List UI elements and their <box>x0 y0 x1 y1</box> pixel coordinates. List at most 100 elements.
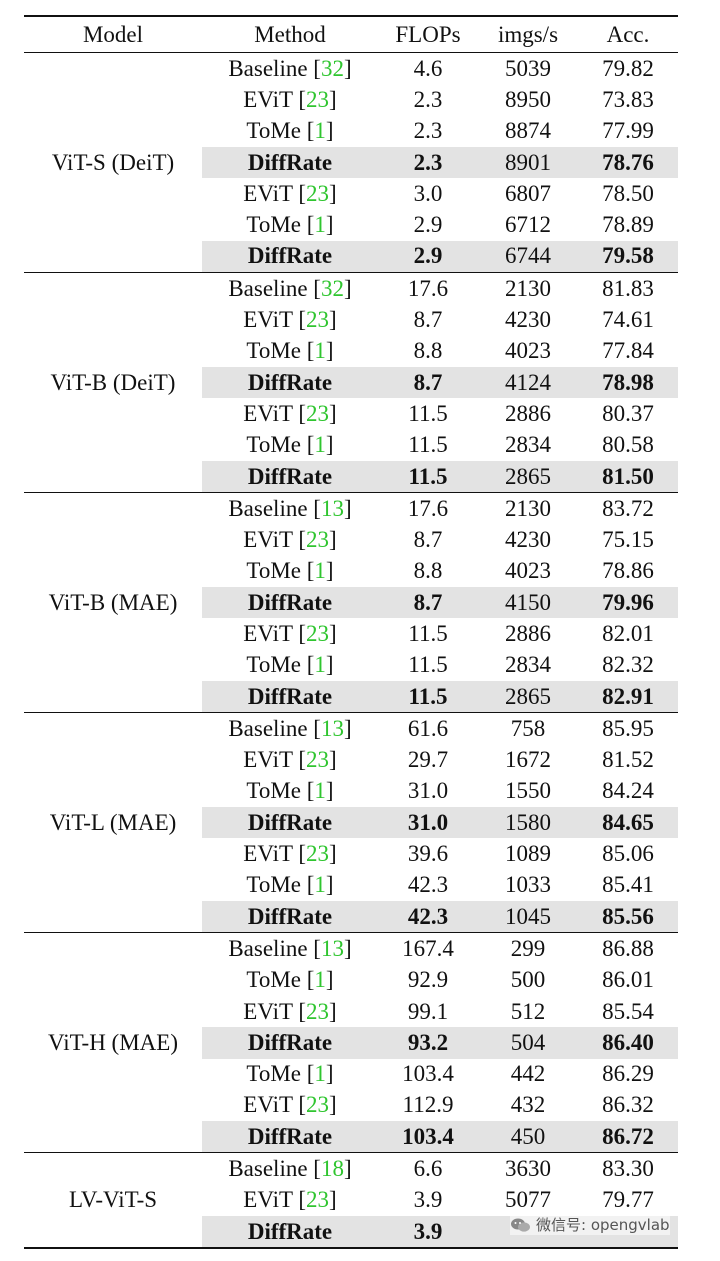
flops-cell: 2.3 <box>413 149 443 175</box>
citation-link[interactable]: 23 <box>306 747 330 773</box>
top-rule <box>24 15 678 17</box>
method-name: DiffRate <box>247 463 333 489</box>
table-row: DiffRate 2.3 8901 78.76 <box>202 146 678 179</box>
method-name: EViT <box>243 400 293 426</box>
table-row: EViT [23] 11.5 2886 82.01 <box>202 618 678 649</box>
accuracy-cell: 78.50 <box>602 180 654 206</box>
flops-cell: 2.3 <box>413 118 443 144</box>
accuracy-cell: 77.99 <box>602 118 654 144</box>
method-cell: ToMe [1] <box>246 967 334 993</box>
citation-link[interactable]: 1 <box>314 118 326 144</box>
group-rule <box>24 1152 678 1154</box>
flops-cell: 3.9 <box>413 1218 443 1244</box>
method-name: ToMe <box>246 967 301 993</box>
table-row: DiffRate 8.7 4150 79.96 <box>202 587 678 619</box>
model-group: ViT-B (DeiT) Baseline [32] 17.6 2130 81.83 EV… <box>24 273 678 493</box>
citation-link[interactable]: 23 <box>306 1187 330 1213</box>
accuracy-cell: 83.30 <box>602 1156 654 1182</box>
flops-cell: 112.9 <box>402 1092 454 1118</box>
imgs-per-sec-cell: 8950 <box>505 86 551 112</box>
citation-link[interactable]: 13 <box>320 935 344 961</box>
flops-cell: 17.6 <box>407 275 449 301</box>
citation-link[interactable]: 1 <box>314 558 326 584</box>
flops-cell: 8.7 <box>413 589 443 615</box>
method-cell: EViT [23] <box>243 180 337 206</box>
table-row: EViT [23] 112.9 432 86.32 <box>202 1090 678 1121</box>
citation-link[interactable]: 23 <box>306 307 330 333</box>
table-row: EViT [23] 3.9 5077 79.77 <box>202 1185 678 1216</box>
citation-link[interactable]: 23 <box>306 1092 330 1118</box>
group-rule <box>24 492 678 494</box>
citation-link[interactable]: 32 <box>320 55 344 81</box>
citation-link[interactable]: 13 <box>320 495 344 521</box>
accuracy-cell: 80.37 <box>602 400 654 426</box>
watermark: 微信号: opengvlab <box>510 1214 670 1235</box>
citation-link[interactable]: 23 <box>306 400 330 426</box>
imgs-per-sec-cell: 2886 <box>505 620 551 646</box>
accuracy-cell: 86.72 <box>602 1123 654 1149</box>
method-cell: Baseline [13] <box>228 935 352 961</box>
imgs-per-sec-cell: 1033 <box>505 872 551 898</box>
flops-cell: 2.3 <box>413 86 443 112</box>
table-row: Baseline [32] 4.6 5039 79.82 <box>202 53 678 84</box>
table-row: ToMe [1] 31.0 1550 84.24 <box>202 776 678 807</box>
flops-cell: 11.5 <box>408 400 448 426</box>
model-group: ViT-L (MAE) Baseline [13] 61.6 758 85.95 EViT… <box>24 713 678 933</box>
method-cell: DiffRate <box>202 810 378 836</box>
citation-link[interactable]: 1 <box>314 778 326 804</box>
method-name: ToMe <box>246 872 301 898</box>
method-cell: EViT [23] <box>243 400 337 426</box>
flops-cell: 6.6 <box>413 1156 443 1182</box>
imgs-per-sec-cell: 2865 <box>505 463 551 489</box>
results-table: Model Method FLOPs imgs/s Acc. ViT-S (De… <box>24 15 678 1250</box>
group-rule <box>24 52 678 53</box>
citation-link[interactable]: 23 <box>306 180 330 206</box>
method-cell: ToMe [1] <box>246 118 334 144</box>
table-row: EViT [23] 39.6 1089 85.06 <box>202 838 678 869</box>
accuracy-cell: 78.76 <box>602 149 654 175</box>
flops-cell: 8.8 <box>413 558 443 584</box>
flops-cell: 4.6 <box>413 55 443 81</box>
flops-cell: 42.3 <box>407 903 449 929</box>
citation-link[interactable]: 1 <box>314 432 326 458</box>
table-row: ToMe [1] 11.5 2834 80.58 <box>202 430 678 461</box>
citation-link[interactable]: 23 <box>306 527 330 553</box>
table-row: EViT [23] 2.3 8950 73.83 <box>202 84 678 115</box>
citation-link[interactable]: 23 <box>306 620 330 646</box>
citation-link[interactable]: 23 <box>306 998 330 1024</box>
citation-link[interactable]: 1 <box>314 338 326 364</box>
imgs-per-sec-cell: 4230 <box>505 527 551 553</box>
citation-link[interactable]: 23 <box>306 86 330 112</box>
method-name: Baseline <box>228 935 308 961</box>
accuracy-cell: 84.65 <box>602 809 654 835</box>
citation-link[interactable]: 13 <box>320 715 344 741</box>
accuracy-cell: 79.82 <box>602 55 654 81</box>
method-name: Baseline <box>228 1156 308 1182</box>
citation-link[interactable]: 1 <box>314 967 326 993</box>
citation-link[interactable]: 23 <box>306 841 330 867</box>
flops-cell: 8.7 <box>413 369 443 395</box>
accuracy-cell: 81.52 <box>602 747 654 773</box>
accuracy-cell: 81.83 <box>602 275 654 301</box>
table-row: ToMe [1] 92.9 500 86.01 <box>202 965 678 996</box>
accuracy-cell: 86.01 <box>602 967 654 993</box>
citation-link[interactable]: 18 <box>320 1156 344 1182</box>
citation-link[interactable]: 1 <box>314 1061 326 1087</box>
header-accuracy: Acc. <box>606 21 650 47</box>
flops-cell: 11.5 <box>408 432 448 458</box>
method-cell: DiffRate <box>202 1219 378 1245</box>
method-cell: DiffRate <box>202 1124 378 1150</box>
table-row: ToMe [1] 2.3 8874 77.99 <box>202 116 678 147</box>
method-name: DiffRate <box>247 1218 333 1244</box>
citation-link[interactable]: 1 <box>314 652 326 678</box>
flops-cell: 11.5 <box>408 683 448 709</box>
model-name: ViT-S (DeiT) <box>51 149 175 175</box>
method-name: DiffRate <box>247 1029 333 1055</box>
citation-link[interactable]: 32 <box>320 275 344 301</box>
header-method: Method <box>254 21 326 47</box>
citation-link[interactable]: 1 <box>314 212 326 238</box>
flops-cell: 11.5 <box>408 620 448 646</box>
flops-cell: 31.0 <box>407 778 449 804</box>
citation-link[interactable]: 1 <box>314 872 326 898</box>
imgs-per-sec-cell: 299 <box>510 935 546 961</box>
